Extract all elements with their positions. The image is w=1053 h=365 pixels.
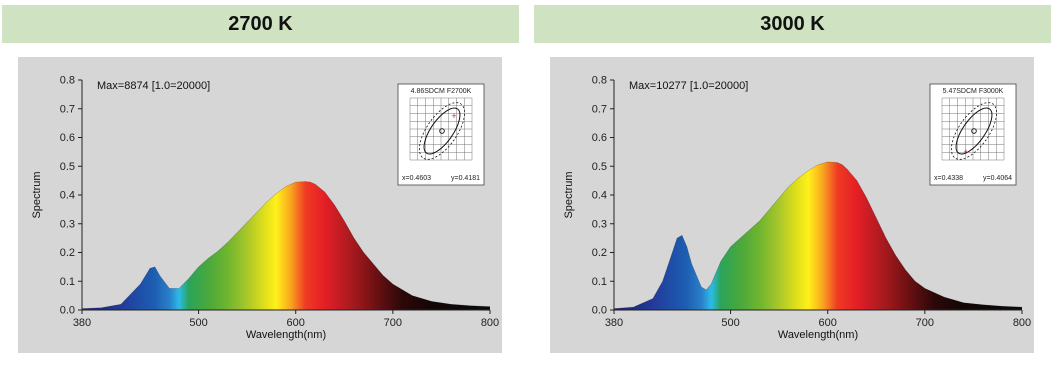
x-tick-label: 500 (189, 317, 207, 329)
macadam-ellipse-outer (951, 102, 997, 160)
inset-y-coord: y=0.4064 (983, 175, 1012, 182)
y-tick-label: 0.4 (592, 190, 607, 202)
spectrum-line (81, 181, 491, 309)
panel-2700k: 2700 K 0.0 0.1 0.2 0.3 0.4 0.5 0.6 0.7 0.8 380 500… (2, 0, 519, 365)
y-tick-label: 0.0 (592, 305, 607, 317)
y-tick-label: 0.3 (592, 218, 607, 230)
max-annotation: Max=8874 [1.0=20000] (97, 80, 210, 92)
y-tick-label: 0.8 (592, 75, 607, 87)
y-tick-label: 0.3 (60, 218, 75, 230)
target-point (439, 128, 445, 134)
y-tick-label: 0.6 (592, 132, 607, 144)
y-tick-label: 0.7 (592, 103, 607, 115)
panel-title: 3000 K (534, 5, 1051, 43)
y-tick-label: 0.6 (60, 132, 75, 144)
spectrum-chart-2700k: 0.0 0.1 0.2 0.3 0.4 0.5 0.6 0.7 0.8 380 500 600 700 8… (31, 75, 499, 342)
macadam-ellipse-outer (419, 102, 465, 160)
inset-title: 4.86SDCM F2700K (411, 88, 472, 95)
y-tick-label: 0.1 (60, 276, 75, 288)
spectrum-area (614, 161, 1022, 310)
max-annotation: Max=10277 [1.0=20000] (629, 80, 748, 92)
sdcm-inset: 4.86SDCM F2700K + x=0.4603 y=0.4181 (397, 83, 485, 186)
spectrum-chart-3000k: 0.0 0.1 0.2 0.3 0.4 0.5 0.6 0.7 0.8 380 500 600 700 8… (563, 75, 1031, 342)
plot-area: 0.0 0.1 0.2 0.3 0.4 0.5 0.6 0.7 0.8 380 500 600 700 8… (18, 57, 502, 353)
x-axis-label: Wavelength(nm) (246, 329, 326, 341)
x-tick-label: 700 (916, 317, 934, 329)
measured-point-marker: + (451, 111, 456, 121)
spectrum-area (82, 181, 490, 310)
macadam-ellipse-inner (423, 107, 461, 155)
x-tick-label: 380 (605, 317, 623, 329)
sdcm-inset: 5.47SDCM F3000K + x=0.4338 y=0.4064 (929, 83, 1017, 186)
inset-y-coord: y=0.4181 (451, 175, 480, 182)
y-tick-label: 0.8 (60, 75, 75, 87)
plot-area: 0.0 0.1 0.2 0.3 0.4 0.5 0.6 0.7 0.8 380 500 600 700 8… (550, 57, 1034, 353)
panel-3000k: 3000 K 0.0 0.1 0.2 0.3 0.4 0.5 0.6 0.7 0.8 380 500… (534, 0, 1051, 365)
x-tick-label: 600 (287, 317, 305, 329)
y-tick-label: 0.7 (60, 103, 75, 115)
y-tick-label: 0.2 (592, 247, 607, 259)
spectrum-line (613, 161, 1023, 309)
x-tick-label: 380 (73, 317, 91, 329)
x-axis-label: Wavelength(nm) (778, 329, 858, 341)
y-tick-label: 0.4 (60, 190, 75, 202)
x-tick-label: 800 (481, 317, 499, 329)
y-tick-label: 0.5 (592, 161, 607, 173)
panel-title: 2700 K (2, 5, 519, 43)
target-point (971, 128, 977, 134)
x-tick-label: 500 (721, 317, 739, 329)
measured-point-marker: + (963, 147, 968, 157)
macadam-ellipse-inner (955, 107, 993, 155)
inset-x-coord: x=0.4338 (934, 175, 963, 182)
y-tick-label: 0.0 (60, 305, 75, 317)
y-tick-label: 0.2 (60, 247, 75, 259)
y-axis-label: Spectrum (31, 171, 43, 218)
y-axis-label: Spectrum (563, 171, 575, 218)
inset-title: 5.47SDCM F3000K (943, 88, 1004, 95)
y-tick-label: 0.5 (60, 161, 75, 173)
x-tick-label: 600 (819, 317, 837, 329)
y-tick-label: 0.1 (592, 276, 607, 288)
x-tick-label: 700 (384, 317, 402, 329)
inset-x-coord: x=0.4603 (402, 175, 431, 182)
x-tick-label: 800 (1013, 317, 1031, 329)
